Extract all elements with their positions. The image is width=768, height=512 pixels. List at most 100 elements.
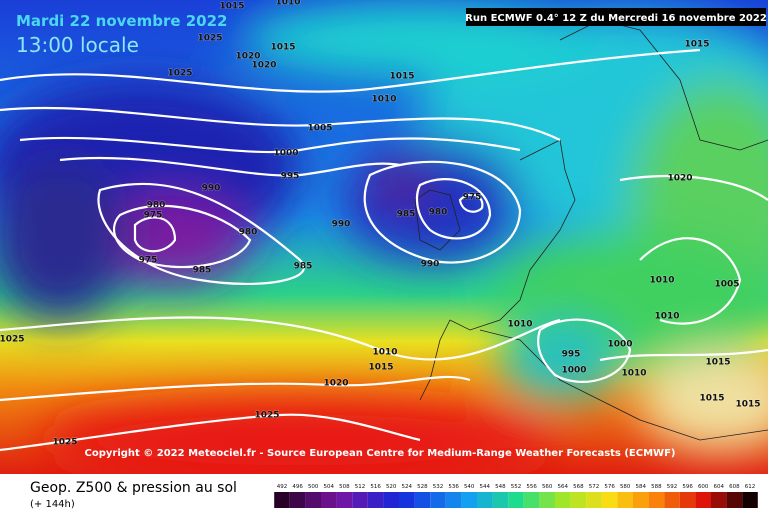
forecast-time: 13:00 locale [16, 33, 139, 57]
isobar-label: 985 [193, 266, 212, 276]
colorbar-label: 520 [386, 484, 397, 490]
colorbar-swatch [648, 492, 665, 508]
colorbar-swatch [383, 492, 399, 508]
colorbar-label: 600 [698, 484, 709, 490]
isobar-label: 1010 [621, 369, 646, 379]
colorbar-label: 544 [480, 484, 491, 490]
isobar-label: 1015 [735, 400, 760, 410]
colorbar-label: 564 [558, 484, 569, 490]
colorbar-label: 528 [417, 484, 428, 490]
colorbar-swatch [555, 492, 571, 508]
forecast-date: Mardi 22 novembre 2022 [16, 12, 228, 30]
isobar-label: 1025 [167, 69, 192, 79]
isobar-label: 1015 [368, 363, 393, 373]
run-info: Run ECMWF 0.4° 12 Z du Mercredi 16 novem… [465, 13, 767, 24]
colorbar-swatch [430, 492, 446, 508]
colorbar-swatch [274, 492, 290, 508]
isobar-label: 990 [202, 184, 221, 194]
colorbar-swatch [508, 492, 524, 508]
isobar-label: 1020 [667, 174, 692, 184]
colorbar-label: 604 [714, 484, 725, 490]
colorbar-label: 504 [324, 484, 335, 490]
colorbar-label: 608 [729, 484, 740, 490]
isobar-label: 980 [239, 228, 258, 238]
colorbar-swatch [336, 492, 353, 508]
colorbar-swatch [742, 492, 758, 508]
isobar-label: 1010 [649, 276, 674, 286]
colorbar-swatch [414, 492, 431, 508]
colorbar-swatch [289, 492, 306, 508]
copyright: Copyright © 2022 Meteociel.fr - Source E… [85, 448, 676, 459]
colorbar-swatch [617, 492, 633, 508]
isobar-label: 985 [397, 210, 416, 220]
colorbar-swatch [679, 492, 696, 508]
isobar-label: 1020 [251, 61, 276, 71]
isobar-label: 1020 [323, 379, 348, 389]
isobar-label: 1010 [275, 0, 300, 8]
colorbar-swatch [664, 492, 680, 508]
legend-lead: (+ 144h) [30, 499, 75, 510]
colorbar-label: 508 [339, 484, 350, 490]
colorbar-label: 576 [604, 484, 615, 490]
colorbar-label: 500 [308, 484, 319, 490]
colorbar-swatch [711, 492, 727, 508]
colorbar-label: 512 [355, 484, 366, 490]
field: 1015101510101005100099599098097598097598… [0, 0, 768, 474]
colorbar-label: 588 [651, 484, 662, 490]
colorbar-label: 496 [292, 484, 303, 490]
colorbar-swatch [477, 492, 493, 508]
colorbar-swatch [367, 492, 384, 508]
isobar-label: 990 [421, 260, 440, 270]
isobar-label: 995 [562, 350, 581, 360]
colorbar-label: 568 [573, 484, 584, 490]
colorbar-swatch [586, 492, 602, 508]
isobar-label: 980 [429, 208, 448, 218]
isobar-label: 1020 [235, 52, 260, 62]
isobar-label: 1015 [705, 358, 730, 368]
isobar-label: 1010 [371, 95, 396, 105]
colorbar-label: 536 [448, 484, 459, 490]
isobar-label: 1010 [654, 312, 679, 322]
isobar-label: 1000 [273, 149, 298, 159]
isobar-label: 985 [294, 262, 313, 272]
colorbar-label: 592 [667, 484, 678, 490]
colorbar-swatch [601, 492, 618, 508]
colorbar-label: 572 [589, 484, 600, 490]
colorbar-label: 540 [464, 484, 475, 490]
isobar-label: 1025 [197, 34, 222, 44]
colorbar-swatch [445, 492, 462, 508]
colorbar-swatch [352, 492, 368, 508]
colorbar-swatch [633, 492, 649, 508]
isobar-label: 1005 [307, 124, 332, 134]
colorbar-label: 560 [542, 484, 553, 490]
isobar-label: 1015 [684, 40, 709, 50]
isobar-label: 975 [139, 256, 158, 266]
colorbar-label: 532 [433, 484, 444, 490]
colorbar-label: 596 [682, 484, 693, 490]
colorbar-label: 492 [277, 484, 288, 490]
isobar-label: 1005 [714, 280, 739, 290]
legend-title: Geop. Z500 & pression au sol [30, 480, 237, 496]
isobar-label: 1015 [389, 72, 414, 82]
colorbar-label: 516 [370, 484, 381, 490]
colorbar: 492 496 500 504 508 512 516 520 524 528 532 536 540 5… [274, 484, 758, 508]
run-box [466, 8, 766, 26]
isobar-label: 1025 [254, 411, 279, 421]
isobar-label: 1000 [561, 366, 586, 376]
colorbar-label: 552 [511, 484, 522, 490]
colorbar-swatch [539, 492, 555, 508]
colorbar-swatch [570, 492, 587, 508]
isobar-label: 980 [147, 201, 166, 211]
colorbar-label: 524 [402, 484, 413, 490]
isobar-label: 1010 [507, 320, 532, 330]
isobar-label: 1015 [699, 394, 724, 404]
isobar-label: 975 [144, 211, 163, 221]
isobar-label: 1025 [52, 438, 77, 448]
isobar-label: 995 [281, 172, 300, 182]
colorbar-swatch [461, 492, 477, 508]
isobar-label: 1025 [0, 335, 25, 345]
colorbar-swatch [492, 492, 509, 508]
colorbar-label: 584 [636, 484, 647, 490]
colorbar-swatch [523, 492, 540, 508]
